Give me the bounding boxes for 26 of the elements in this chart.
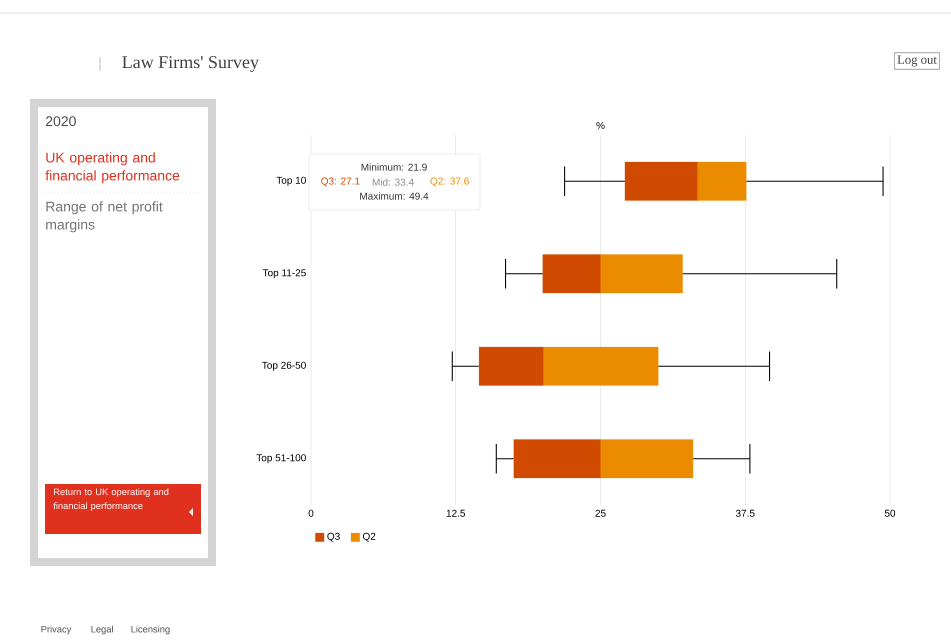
text: 2020 [46, 116, 76, 126]
y-tick-label: Top 26-50 [262, 362, 306, 371]
annotation: Minimum: 21.9 [362, 163, 427, 171]
annotation: Maximum: 49.4 [360, 192, 428, 200]
y-tick-label: Top 11-25 [262, 269, 306, 278]
text: Q3 [327, 532, 340, 542]
text: Legal [91, 626, 113, 634]
text: Privacy [41, 626, 72, 634]
text: UK operating and financial performance [45, 152, 180, 184]
y-tick-label: Top 51-100 [256, 454, 306, 464]
x-tick-label: 12.5 [446, 510, 466, 517]
text: Return to UK operating and financial performance [53, 488, 168, 511]
text: Log out [897, 55, 937, 67]
text: Range of net profit margins [46, 201, 163, 232]
x-tick-label: 37.5 [736, 510, 755, 517]
x-tick-label: 50 [884, 510, 896, 517]
x-axis-title: % [596, 122, 605, 129]
text: Q2 [362, 532, 376, 542]
annotation: Q2: 37.6 [430, 178, 469, 186]
x-tick-label: 25 [595, 510, 606, 517]
annotation: Mid: 33.4 [372, 178, 414, 186]
y-tick-label: Top 10 [276, 176, 306, 186]
text: Licensing [131, 626, 170, 634]
chart-title: Law Firms' Survey [122, 56, 259, 72]
annotation: Q3: 27.1 [321, 178, 360, 186]
x-tick-label: 0 [308, 510, 314, 517]
